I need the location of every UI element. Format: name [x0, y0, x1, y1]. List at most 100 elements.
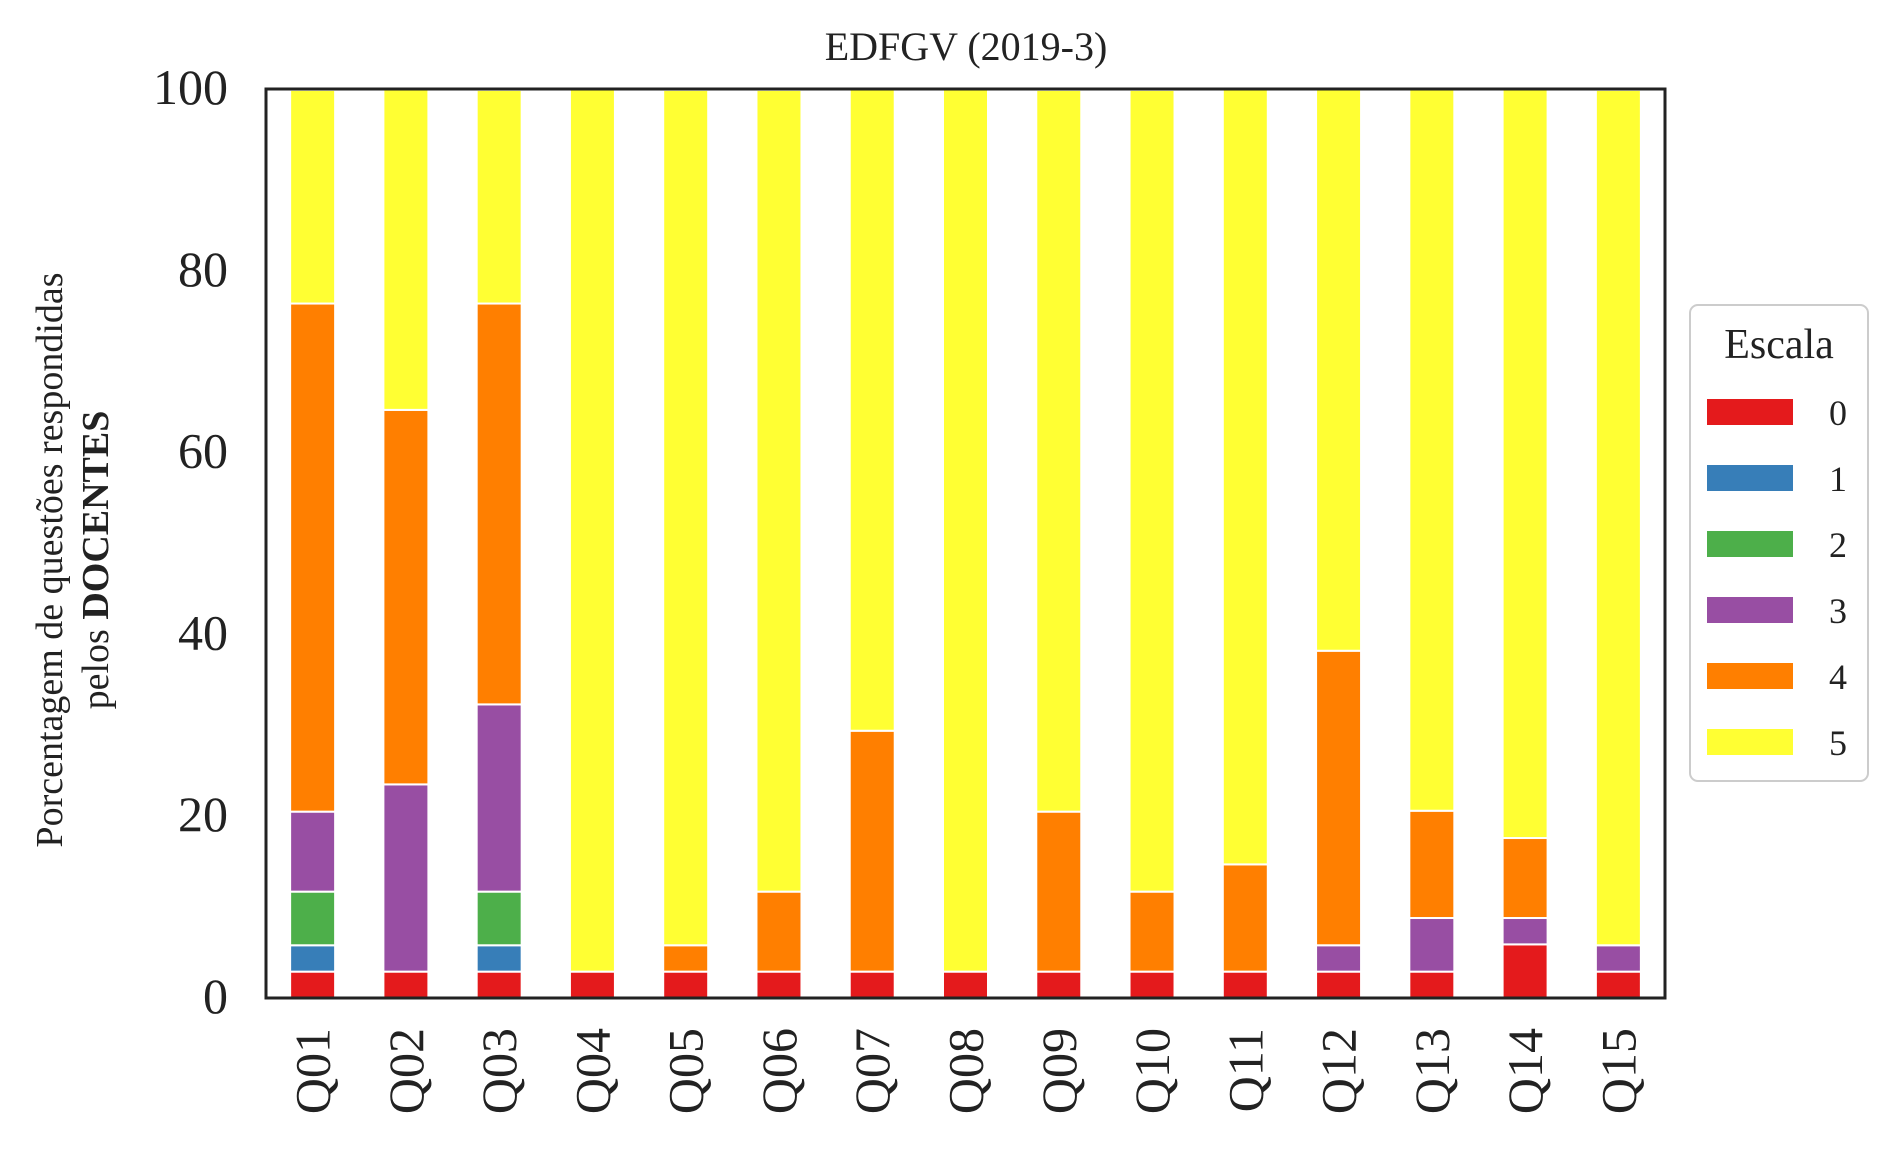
x-tick-label-q07: Q07 [844, 1028, 900, 1114]
x-tick-label-q11: Q11 [1217, 1028, 1273, 1112]
bar-segment-q11-scale-5 [1221, 88, 1269, 866]
bar-segment-q06-scale-4 [755, 890, 803, 973]
bar-segment-q01-scale-5 [289, 88, 337, 305]
legend-label-0: 0 [1829, 393, 1847, 433]
bar-segment-q09-scale-0 [1035, 970, 1083, 1000]
bar-segment-q01-scale-4 [289, 302, 337, 813]
bar-segment-q06-scale-5 [755, 88, 803, 893]
legend-label-4: 4 [1829, 657, 1847, 697]
bar-segment-q01-scale-3 [289, 810, 337, 893]
bar-segment-q09-scale-4 [1035, 810, 1083, 973]
bar-segment-q02-scale-0 [382, 970, 430, 1000]
bar-segment-q08-scale-5 [942, 88, 989, 973]
bar-segment-q02-scale-4 [382, 408, 430, 786]
y-tick-label-20: 20 [178, 786, 228, 842]
legend-label-2: 2 [1829, 525, 1847, 565]
y-tick-label-100: 100 [153, 59, 228, 115]
bar-segment-q15-scale-5 [1594, 88, 1642, 947]
bars-layer [289, 88, 1642, 1000]
bar-segment-q07-scale-4 [848, 729, 896, 973]
bar-segment-q03-scale-4 [475, 302, 523, 706]
legend-items: 0 1 2 3 4 5 [1707, 393, 1847, 763]
x-tick-label-q02: Q02 [378, 1028, 434, 1114]
x-tick-label-q05: Q05 [658, 1028, 714, 1114]
x-tick-label-q06: Q06 [751, 1028, 807, 1114]
x-tick-label-q15: Q15 [1590, 1028, 1646, 1114]
x-tick-label-q09: Q09 [1031, 1028, 1087, 1114]
bar-segment-q13-scale-3 [1408, 917, 1456, 973]
legend-swatch-2 [1707, 531, 1793, 557]
y-tick-label-60: 60 [178, 423, 228, 479]
y-axis-label: Porcentagem de questões respondidas pelo… [29, 272, 117, 847]
x-tick-label-q04: Q04 [564, 1028, 620, 1114]
x-tick-label-q08: Q08 [938, 1028, 994, 1114]
bar-segment-q10-scale-0 [1128, 970, 1176, 1000]
bar-segment-q14-scale-0 [1501, 943, 1549, 999]
bar-segment-q13-scale-4 [1408, 809, 1456, 920]
y-axis-label-line2: pelos DOCENTES [75, 411, 117, 710]
bar-segment-q10-scale-4 [1128, 890, 1176, 973]
bar-segment-q05-scale-4 [662, 944, 710, 973]
bar-segment-q11-scale-4 [1221, 863, 1269, 973]
y-axis-label-line2-bold: DOCENTES [75, 411, 117, 620]
legend-swatch-3 [1707, 597, 1793, 623]
x-tick-label-q01: Q01 [285, 1028, 341, 1114]
bar-segment-q03-scale-0 [475, 970, 523, 1000]
bar-segment-q03-scale-1 [475, 944, 523, 973]
legend-swatch-1 [1707, 465, 1793, 491]
y-tick-label-0: 0 [203, 968, 228, 1024]
y-axis-ticks: 0 20 40 60 80 100 [153, 59, 228, 1024]
plot-frame [264, 87, 1667, 1000]
bar-segment-q05-scale-5 [662, 88, 710, 947]
bar-segment-q15-scale-3 [1594, 944, 1642, 973]
x-tick-label-q13: Q13 [1404, 1028, 1460, 1114]
bar-segment-q01-scale-2 [289, 890, 337, 947]
bar-segment-q06-scale-0 [755, 970, 803, 1000]
bar-segment-q14-scale-3 [1501, 917, 1549, 946]
x-tick-label-q14: Q14 [1497, 1028, 1553, 1114]
y-axis-label-line2-prefix: pelos [75, 620, 117, 710]
x-tick-label-q10: Q10 [1124, 1028, 1180, 1114]
bar-segment-q03-scale-3 [475, 703, 523, 893]
bar-segment-q04-scale-0 [568, 970, 616, 1000]
bar-segment-q07-scale-5 [848, 88, 896, 732]
legend-swatch-5 [1707, 729, 1793, 755]
bar-segment-q12-scale-4 [1315, 649, 1363, 947]
bar-segment-q01-scale-1 [289, 944, 337, 973]
legend-label-5: 5 [1829, 723, 1847, 763]
y-axis-label-line1: Porcentagem de questões respondidas [29, 272, 71, 847]
y-tick-label-40: 40 [178, 604, 228, 660]
y-tick-label-80: 80 [178, 241, 228, 297]
bar-segment-q02-scale-3 [382, 783, 430, 973]
bar-segment-q14-scale-4 [1501, 837, 1549, 920]
bar-segment-q15-scale-0 [1594, 970, 1642, 1000]
bar-segment-q12-scale-3 [1315, 944, 1363, 973]
legend-swatch-0 [1707, 399, 1793, 425]
x-tick-label-q12: Q12 [1311, 1028, 1367, 1114]
bar-segment-q13-scale-5 [1408, 88, 1456, 812]
bar-segment-q11-scale-0 [1221, 970, 1269, 1000]
bar-segment-q07-scale-0 [848, 970, 896, 1000]
legend-swatch-4 [1707, 663, 1793, 689]
bar-segment-q03-scale-5 [475, 88, 523, 305]
bar-segment-q10-scale-5 [1128, 88, 1176, 893]
x-axis-ticks: Q01 Q02 Q03 Q04 Q05 Q06 Q07 Q08 Q09 Q10 Q11 Q12 Q13 Q… [285, 1028, 1647, 1114]
bar-segment-q09-scale-5 [1035, 88, 1083, 813]
bar-segment-q13-scale-0 [1408, 970, 1456, 1000]
bar-segment-q04-scale-5 [568, 88, 616, 973]
bar-segment-q08-scale-0 [942, 970, 989, 1000]
bar-segment-q14-scale-5 [1501, 88, 1549, 840]
legend-title: Escala [1724, 322, 1834, 368]
bar-segment-q12-scale-0 [1315, 970, 1363, 1000]
legend: Escala 0 1 2 3 4 5 [1689, 304, 1869, 782]
chart-title: EDFGV (2019-3) [825, 24, 1108, 69]
bar-segment-q02-scale-5 [382, 88, 430, 411]
bar-segment-q12-scale-5 [1315, 88, 1363, 652]
bar-segment-q01-scale-0 [289, 970, 337, 1000]
bar-segment-q05-scale-0 [662, 970, 710, 1000]
legend-label-3: 3 [1829, 591, 1847, 631]
bar-segment-q03-scale-2 [475, 890, 523, 947]
x-tick-label-q03: Q03 [471, 1028, 527, 1114]
